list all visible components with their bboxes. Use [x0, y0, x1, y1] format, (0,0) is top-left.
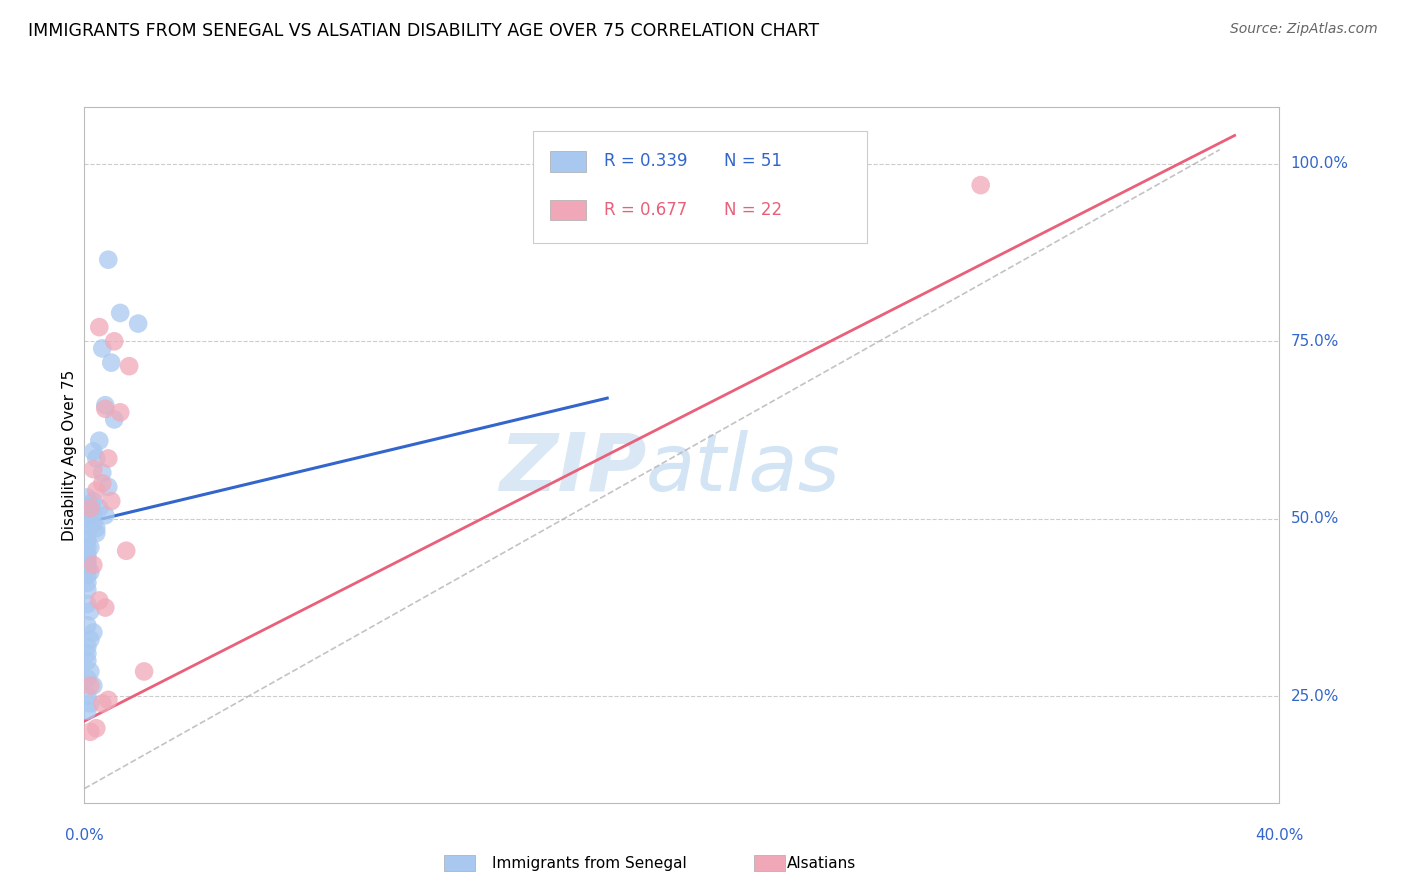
Point: [91, 697, 114, 711]
Point: [79, 498, 101, 512]
Point: [118, 359, 141, 374]
Point: [79, 697, 101, 711]
Point: [79, 632, 101, 647]
Text: Alsatians: Alsatians: [787, 856, 856, 871]
Point: [76, 690, 98, 704]
Point: [76, 512, 98, 526]
Bar: [444, 855, 475, 871]
Point: [76, 618, 98, 632]
Point: [76, 568, 98, 582]
Point: [79, 724, 101, 739]
Point: [82, 625, 104, 640]
Text: N = 22: N = 22: [724, 201, 782, 219]
Point: [89, 501, 111, 516]
Point: [79, 565, 101, 579]
Point: [94, 600, 117, 615]
Point: [103, 412, 125, 426]
Point: [82, 494, 104, 508]
Point: [76, 540, 98, 554]
Point: [76, 647, 98, 661]
Point: [76, 558, 98, 572]
Point: [76, 654, 98, 668]
Point: [115, 543, 138, 558]
Point: [76, 582, 98, 597]
Point: [76, 550, 98, 565]
Point: [76, 533, 98, 548]
Point: [86, 526, 108, 541]
Point: [79, 519, 101, 533]
FancyBboxPatch shape: [550, 151, 586, 172]
Point: [94, 401, 117, 416]
Point: [82, 462, 104, 476]
Point: [91, 476, 114, 491]
Point: [76, 704, 98, 718]
Point: [89, 593, 111, 607]
Text: Immigrants from Senegal: Immigrants from Senegal: [492, 856, 688, 871]
Text: 50.0%: 50.0%: [1291, 511, 1339, 526]
Point: [86, 451, 108, 466]
Y-axis label: Disability Age Over 75: Disability Age Over 75: [62, 369, 77, 541]
Point: [110, 306, 132, 320]
Point: [82, 505, 104, 519]
Point: [76, 561, 98, 575]
Point: [76, 672, 98, 686]
Point: [91, 342, 114, 356]
Point: [82, 516, 104, 531]
Text: 0.0%: 0.0%: [65, 828, 104, 843]
Point: [100, 494, 122, 508]
Point: [970, 178, 993, 193]
Point: [76, 547, 98, 561]
Point: [127, 317, 149, 331]
Text: 40.0%: 40.0%: [1256, 828, 1303, 843]
Text: R = 0.677: R = 0.677: [605, 201, 688, 219]
Point: [97, 252, 120, 267]
Text: Source: ZipAtlas.com: Source: ZipAtlas.com: [1230, 22, 1378, 37]
Point: [79, 665, 101, 679]
Text: ZIP: ZIP: [499, 430, 645, 508]
Point: [79, 540, 101, 554]
Text: 75.0%: 75.0%: [1291, 334, 1339, 349]
Point: [97, 451, 120, 466]
Point: [76, 640, 98, 654]
Point: [97, 693, 120, 707]
Point: [97, 480, 120, 494]
Point: [132, 665, 156, 679]
FancyBboxPatch shape: [550, 200, 586, 220]
Text: 25.0%: 25.0%: [1291, 689, 1339, 704]
Text: IMMIGRANTS FROM SENEGAL VS ALSATIAN DISABILITY AGE OVER 75 CORRELATION CHART: IMMIGRANTS FROM SENEGAL VS ALSATIAN DISA…: [28, 22, 820, 40]
Point: [103, 334, 125, 349]
Point: [100, 356, 122, 370]
Point: [82, 444, 104, 458]
Bar: [754, 855, 785, 871]
Text: atlas: atlas: [645, 430, 841, 508]
Point: [76, 597, 98, 611]
Point: [86, 521, 108, 535]
Text: 100.0%: 100.0%: [1291, 156, 1348, 171]
Point: [89, 320, 111, 334]
Point: [89, 434, 111, 448]
Point: [76, 554, 98, 568]
Point: [82, 679, 104, 693]
Text: R = 0.339: R = 0.339: [605, 153, 688, 170]
Point: [86, 483, 108, 498]
Point: [94, 398, 117, 412]
Point: [110, 405, 132, 419]
Point: [91, 466, 114, 480]
Point: [79, 604, 101, 618]
Text: N = 51: N = 51: [724, 153, 782, 170]
Point: [76, 526, 98, 541]
Point: [86, 721, 108, 735]
Point: [76, 575, 98, 590]
Point: [79, 679, 101, 693]
Point: [76, 491, 98, 505]
Point: [94, 508, 117, 523]
Point: [79, 512, 101, 526]
Point: [79, 501, 101, 516]
Point: [82, 558, 104, 572]
FancyBboxPatch shape: [533, 131, 868, 243]
